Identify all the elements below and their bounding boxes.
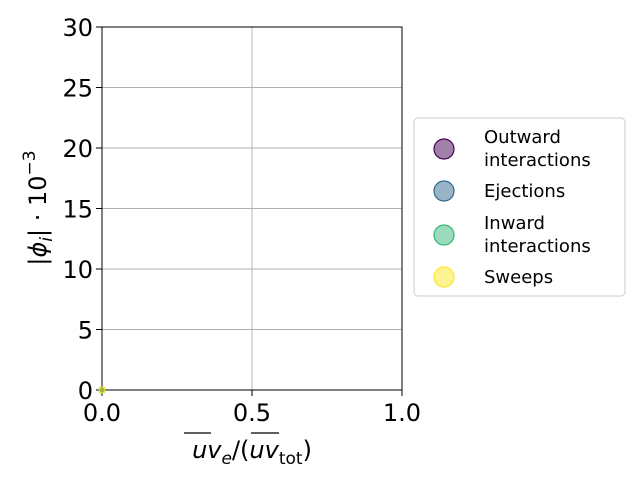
x-tick-label: 0.5: [233, 399, 271, 427]
legend-marker: [433, 138, 455, 160]
svg-text:uve/(uvtot): uve/(uvtot): [192, 436, 312, 469]
legend-label: Ejections: [484, 181, 565, 202]
axis-ticks: 0.0 0.5 1.0 0 5 10 15 20 25 30: [62, 14, 421, 427]
y-tick-label: 5: [78, 317, 93, 345]
x-tick-label: 1.0: [383, 399, 421, 427]
legend-marker: [433, 180, 455, 202]
legend-frame: [413, 117, 626, 297]
x-axis-label: uve/(uvtot): [184, 432, 312, 469]
y-tick-label: 0: [78, 377, 93, 405]
data-point: [98, 386, 106, 394]
grid-lines: [101, 26, 403, 391]
y-axis-label: |ϕi| · 10−3: [20, 150, 57, 265]
y-tick-label: 15: [62, 196, 93, 224]
y-tick-label: 20: [62, 135, 93, 163]
legend-label: Sweeps: [484, 267, 553, 288]
legend-label: Inward: [484, 213, 545, 234]
legend-label: Outward: [484, 127, 561, 148]
data-points: [98, 386, 106, 394]
y-tick-label: 30: [62, 14, 93, 42]
legend: OutwardinteractionsEjectionsInwardintera…: [413, 117, 626, 297]
legend-marker: [433, 224, 455, 246]
y-tick-label: 25: [62, 75, 93, 103]
legend-label: interactions: [484, 150, 591, 171]
y-tick-label: 10: [62, 256, 93, 284]
legend-label: interactions: [484, 236, 591, 257]
legend-marker: [433, 266, 455, 288]
x-tick-label: 0.0: [83, 399, 121, 427]
